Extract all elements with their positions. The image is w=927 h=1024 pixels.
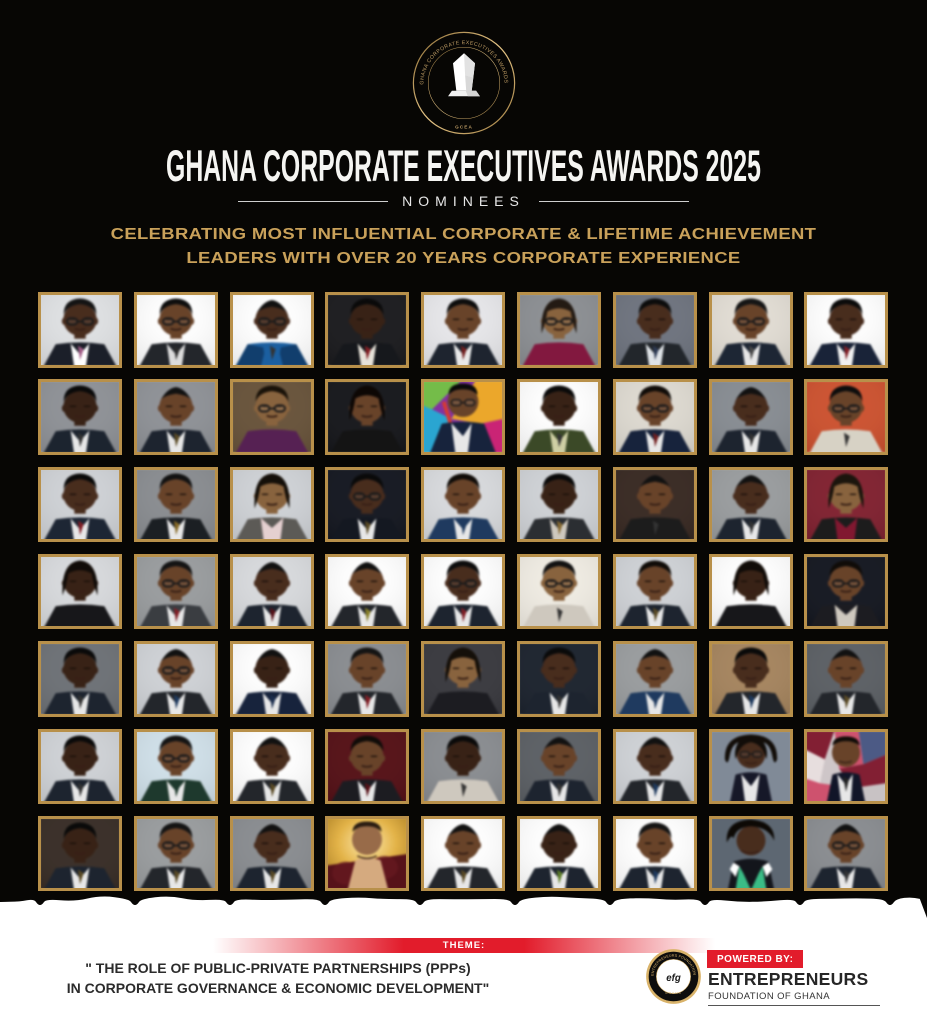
svg-text:efg: efg [666,973,681,984]
svg-text:GCEA: GCEA [455,125,473,130]
svg-text:GHANA: GHANA [665,991,682,995]
